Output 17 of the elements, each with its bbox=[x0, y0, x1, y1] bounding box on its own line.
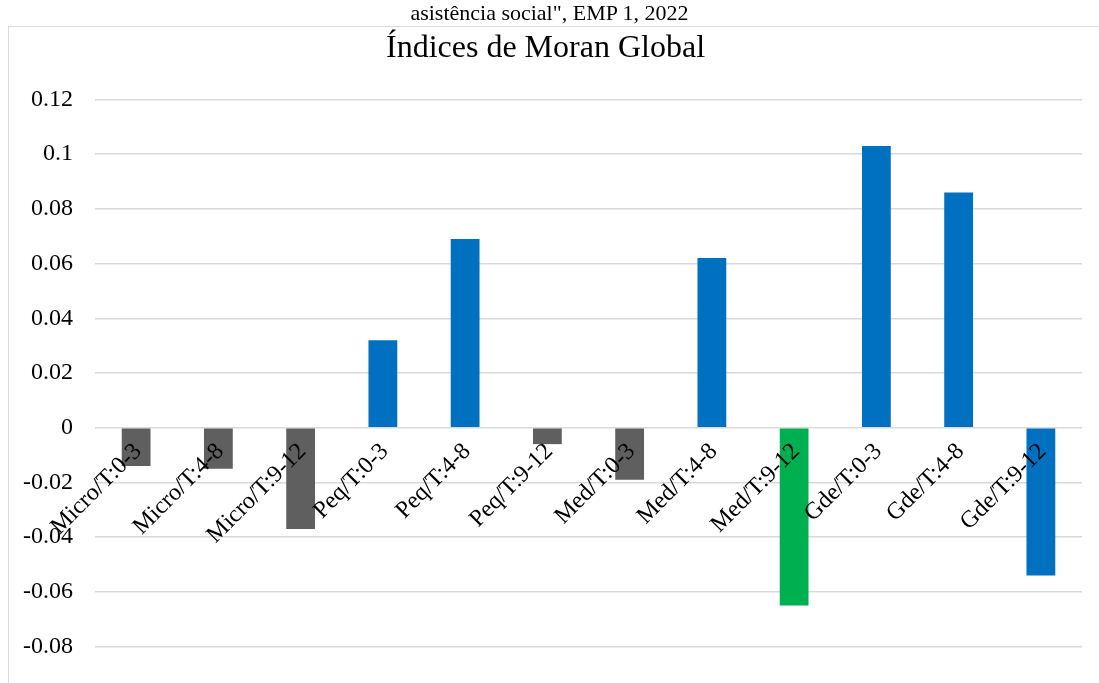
bar bbox=[368, 340, 398, 427]
y-tick-label: 0.04 bbox=[31, 303, 73, 330]
y-tick-label: 0.1 bbox=[43, 139, 73, 166]
bar bbox=[697, 258, 727, 427]
y-tick-label: -0.06 bbox=[23, 577, 73, 604]
y-tick-label: 0.08 bbox=[31, 194, 73, 221]
chart-title: Índices de Moran Global bbox=[385, 27, 706, 64]
bar bbox=[861, 145, 891, 427]
y-tick-label: 0.06 bbox=[31, 248, 73, 275]
bar bbox=[532, 428, 562, 445]
y-tick-label: 0.12 bbox=[31, 84, 73, 111]
y-tick-label: -0.08 bbox=[23, 631, 73, 658]
y-tick-label: 0.02 bbox=[31, 358, 73, 385]
text: asistência social", EMP 1, 2022 bbox=[409, 0, 690, 25]
bar bbox=[944, 192, 974, 427]
y-tick-label: 0 bbox=[61, 413, 73, 440]
bar bbox=[450, 238, 480, 427]
